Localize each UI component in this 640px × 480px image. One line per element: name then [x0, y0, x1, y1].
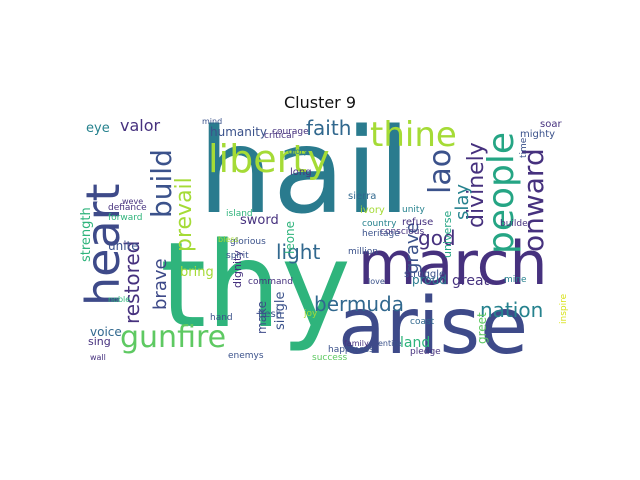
word-conscious: conscious — [380, 227, 425, 237]
word-sword: sword — [240, 213, 279, 228]
word-universe: universe — [441, 210, 454, 258]
word-country: country — [362, 219, 397, 229]
word-restored: restored — [120, 240, 144, 324]
word-brave: brave — [150, 258, 171, 310]
word-leone: leone — [283, 220, 297, 254]
word-bermuda: bermuda — [314, 292, 404, 316]
word-sing: sing — [88, 335, 111, 348]
word-thine: thine — [370, 118, 457, 155]
word-pledge: pledge — [410, 347, 441, 357]
word-noble: noble — [108, 295, 131, 304]
word-cloud: hail thy arise march heart liberty thine… — [80, 118, 580, 368]
word-weve: weve — [122, 197, 144, 206]
word-wall: wall — [90, 353, 106, 362]
word-time: time — [519, 137, 529, 158]
word-unite: unite — [108, 239, 139, 253]
chart-title: Cluster 9 — [283, 93, 357, 112]
word-faith: faith — [306, 118, 352, 140]
word-love: love — [368, 277, 385, 286]
word-family: family — [344, 339, 369, 348]
word-mine: mine — [504, 275, 527, 285]
word-arise: arise — [338, 282, 529, 368]
word-defiance: defiance — [108, 203, 147, 213]
word-enemys: enemys — [228, 351, 264, 361]
word-million: million — [348, 247, 378, 257]
word-sierra: sierra — [348, 191, 377, 202]
word-coast: coast — [410, 317, 435, 327]
word-bring: bring — [180, 265, 214, 280]
word-people: people — [481, 131, 522, 254]
word-critical: critical — [264, 131, 295, 141]
word-humanity: humanity — [210, 125, 267, 139]
word-eye: eye — [86, 121, 110, 136]
word-flesh: flesh — [258, 309, 282, 320]
word-liberty: liberty — [208, 137, 330, 181]
word-refuse: refuse — [402, 217, 434, 228]
word-greet: greet — [475, 312, 489, 344]
word-struggle: struggle — [404, 269, 446, 280]
word-glorious: glorious — [230, 237, 266, 247]
word-command: command — [248, 277, 293, 287]
word-heritage: heritage — [362, 229, 400, 239]
word-unity: unity — [402, 205, 425, 215]
word-ivory: ivory — [360, 205, 385, 216]
word-thy: thy — [160, 216, 351, 354]
word-march: march — [358, 229, 548, 299]
word-prevail: prevail — [172, 177, 197, 252]
word-nation: nation — [480, 298, 544, 322]
word-god: god — [418, 226, 456, 250]
word-mighty: mighty — [520, 129, 556, 140]
word-bless: bless — [218, 235, 239, 244]
word-valor: valor — [120, 118, 161, 135]
word-light: light — [276, 240, 321, 264]
word-courage: courage — [272, 127, 309, 137]
word-soar: soar — [540, 119, 562, 130]
word-forward: forward — [108, 213, 143, 223]
word-builder: builder — [500, 219, 532, 229]
word-spirit: spirit — [226, 251, 249, 261]
word-inspire: inspire — [559, 293, 569, 324]
word-strength: strength — [80, 207, 94, 262]
word-land: land — [400, 335, 431, 351]
word-hand: hand — [210, 313, 233, 323]
word-happiness: happiness — [328, 345, 374, 355]
word-joy: joy — [304, 309, 318, 319]
word-glory: glory — [288, 147, 309, 156]
word-voice: voice — [90, 325, 122, 339]
word-onward: onward — [517, 148, 550, 252]
word-proud: proud — [412, 273, 447, 287]
word-mind: mind — [202, 118, 223, 126]
word-success: success — [312, 353, 348, 363]
word-hail: hail — [198, 118, 411, 240]
word-entire: entire — [378, 339, 402, 348]
word-gunfire: gunfire — [120, 320, 227, 355]
word-island: island — [226, 209, 253, 219]
word-slay: slay — [452, 183, 473, 220]
word-great: great — [452, 273, 490, 289]
word-long: long — [290, 167, 312, 178]
